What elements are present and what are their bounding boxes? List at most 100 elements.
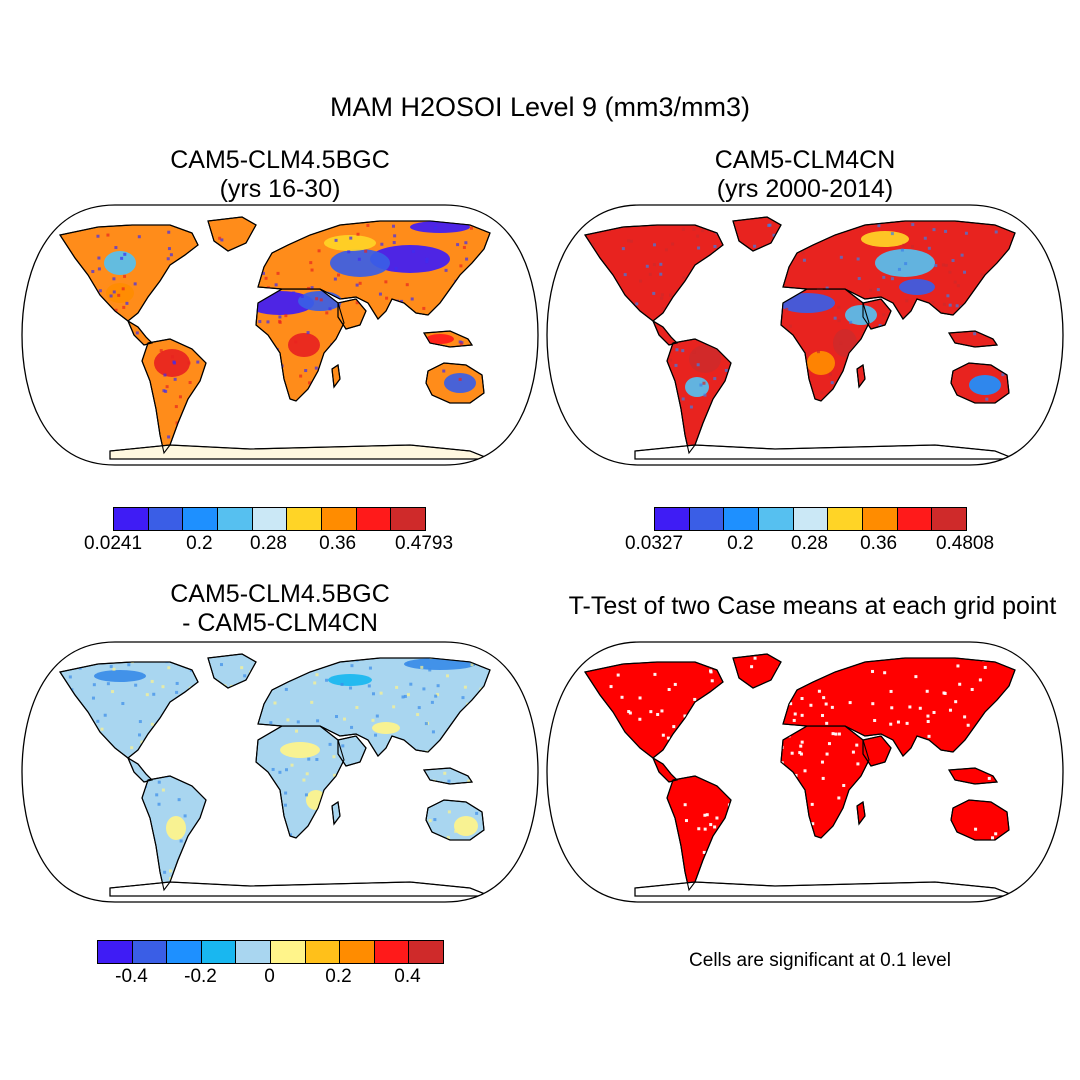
grid-cell bbox=[496, 846, 499, 849]
grid-cell bbox=[623, 848, 627, 852]
grid-cell bbox=[713, 825, 717, 829]
grid-cell bbox=[391, 224, 395, 228]
grid-cell bbox=[405, 283, 409, 287]
grid-cell bbox=[237, 408, 241, 412]
grid-cell bbox=[349, 686, 353, 690]
grid-cell bbox=[712, 318, 716, 322]
grid-cell bbox=[858, 356, 862, 360]
grid-cell bbox=[731, 740, 735, 744]
grid-cell bbox=[613, 410, 617, 414]
grid-cell bbox=[118, 406, 122, 410]
grid-cell bbox=[416, 347, 420, 351]
cb1-swatch bbox=[391, 508, 426, 530]
grid-cell bbox=[220, 238, 224, 242]
grid-cell bbox=[614, 733, 618, 737]
grid-cell bbox=[884, 440, 888, 444]
grid-cell bbox=[169, 274, 173, 278]
grid-cell bbox=[189, 763, 193, 767]
grid-cell bbox=[672, 879, 676, 883]
grid-cell bbox=[264, 276, 268, 280]
grid-cell bbox=[596, 221, 600, 225]
grid-cell bbox=[696, 234, 700, 238]
grid-cell bbox=[624, 394, 628, 398]
cb3-swatch bbox=[201, 941, 237, 963]
grid-cell bbox=[67, 261, 71, 265]
grid-cell bbox=[130, 746, 134, 750]
main-title: MAM H2OSOI Level 9 (mm3/mm3) bbox=[329, 92, 751, 122]
grid-cell bbox=[436, 684, 440, 688]
grid-cell bbox=[325, 311, 329, 315]
grid-cell bbox=[938, 348, 942, 352]
grid-cell bbox=[848, 835, 852, 839]
grid-cell bbox=[109, 294, 113, 298]
grid-cell bbox=[301, 423, 305, 427]
grid-cell bbox=[709, 823, 713, 827]
grid-cell bbox=[720, 235, 724, 239]
grid-cell bbox=[368, 395, 372, 399]
grid-cell bbox=[873, 718, 877, 722]
grid-cell bbox=[916, 781, 920, 785]
grid-cell bbox=[366, 772, 370, 776]
grid-cell bbox=[350, 664, 354, 668]
grid-cell bbox=[847, 878, 851, 882]
grid-cell bbox=[392, 832, 396, 836]
grid-cell bbox=[405, 833, 409, 837]
grid-cell bbox=[240, 284, 244, 288]
grid-cell bbox=[785, 333, 789, 337]
grid-cell bbox=[593, 750, 597, 754]
grid-cell bbox=[996, 881, 1000, 885]
landmass-northamerica bbox=[584, 661, 724, 759]
grid-cell bbox=[340, 369, 344, 373]
colorbar-panel3 bbox=[97, 940, 444, 964]
grid-cell bbox=[106, 330, 110, 334]
field-region bbox=[328, 674, 372, 686]
coastline-arabia bbox=[337, 298, 367, 330]
grid-cell bbox=[179, 839, 183, 843]
grid-cell bbox=[464, 841, 468, 845]
grid-cell bbox=[400, 397, 404, 401]
coastline-centralamerica bbox=[651, 756, 679, 783]
grid-cell bbox=[642, 827, 646, 831]
grid-cell bbox=[475, 718, 479, 722]
grid-cell bbox=[307, 286, 311, 290]
grid-cell bbox=[386, 389, 390, 393]
grid-cell bbox=[458, 403, 462, 407]
grid-cell bbox=[424, 722, 428, 726]
grid-cell bbox=[163, 870, 167, 874]
grid-cell bbox=[213, 338, 217, 342]
grid-cell bbox=[104, 419, 108, 423]
grid-cell bbox=[629, 759, 633, 763]
grid-cell bbox=[112, 277, 116, 281]
grid-cell bbox=[724, 252, 728, 256]
grid-cell bbox=[260, 419, 264, 423]
grid-cell bbox=[768, 223, 772, 227]
coastline-africa bbox=[255, 288, 345, 402]
grid-cell bbox=[198, 409, 202, 413]
grid-cell bbox=[627, 239, 631, 243]
grid-cell bbox=[84, 278, 88, 282]
grid-cell bbox=[314, 366, 318, 370]
grid-cell bbox=[817, 673, 821, 677]
grid-cell bbox=[991, 836, 995, 840]
grid-cell bbox=[403, 866, 407, 870]
coastline-eurasia bbox=[782, 220, 1016, 320]
grid-cell bbox=[756, 403, 760, 407]
grid-cell bbox=[853, 394, 857, 398]
grid-cell bbox=[834, 829, 838, 833]
grid-cell bbox=[90, 315, 94, 319]
grid-cell bbox=[777, 289, 781, 293]
grid-cell bbox=[347, 250, 351, 254]
grid-cell bbox=[882, 275, 886, 279]
grid-cell bbox=[239, 807, 243, 811]
coastline-southamerica bbox=[666, 775, 732, 892]
grid-cell bbox=[800, 713, 804, 717]
grid-cell bbox=[683, 714, 687, 718]
grid-cell bbox=[667, 687, 671, 691]
grid-cell bbox=[815, 876, 819, 880]
grid-cell bbox=[601, 660, 605, 664]
grid-cell bbox=[450, 843, 454, 847]
grid-cell bbox=[485, 659, 489, 663]
grid-cell bbox=[958, 840, 962, 844]
grid-cell bbox=[588, 401, 592, 405]
grid-cell bbox=[645, 264, 649, 268]
